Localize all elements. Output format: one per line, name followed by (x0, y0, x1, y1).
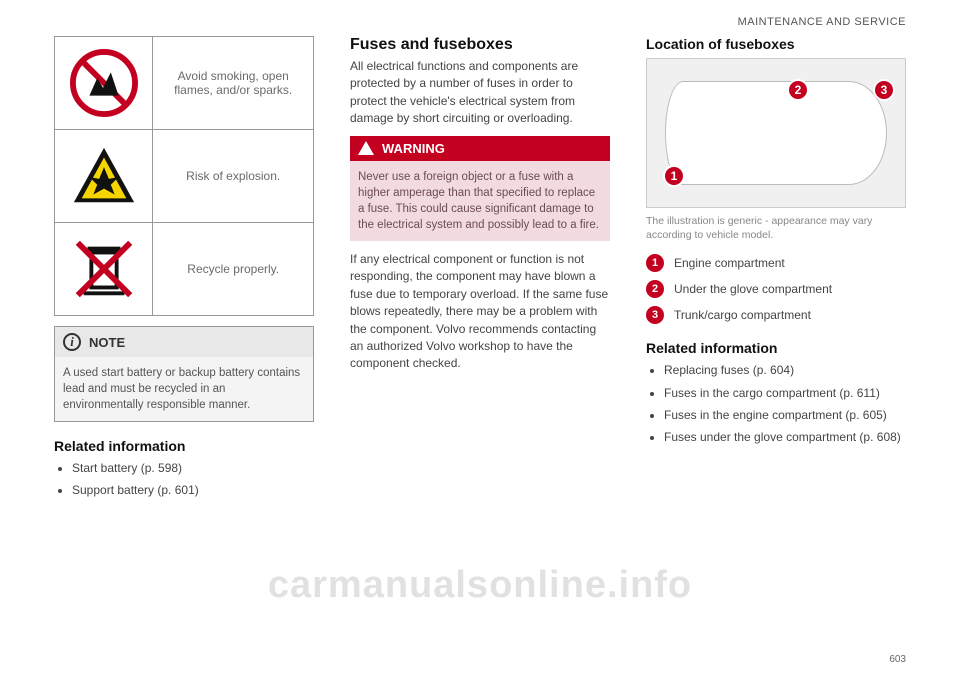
table-row: Recycle properly. (55, 223, 314, 316)
subsection-title: Location of fuseboxes (646, 36, 906, 52)
page-body: Avoid smoking, open flames, and/or spark… (0, 0, 960, 505)
explosion-icon (70, 142, 138, 210)
callout-badge-2: 2 (787, 79, 809, 101)
section-header: MAINTENANCE AND SERVICE (738, 16, 906, 28)
symbol-cell (55, 223, 153, 316)
legend-label: Engine compartment (674, 256, 785, 270)
legend-label: Under the glove compartment (674, 282, 832, 296)
symbol-label: Avoid smoking, open flames, and/or spark… (153, 37, 314, 130)
note-box: i NOTE A used start battery or backup ba… (54, 326, 314, 422)
warning-heading: WARNING (350, 136, 610, 161)
symbol-table: Avoid smoking, open flames, and/or spark… (54, 36, 314, 316)
warning-body: Never use a foreign object or a fuse wit… (350, 161, 610, 241)
list-item: Fuses in the cargo compartment (p. 611) (664, 385, 906, 401)
list-item: Support battery (p. 601) (72, 482, 314, 498)
note-title: NOTE (89, 335, 125, 350)
note-heading: i NOTE (55, 327, 313, 357)
legend-badge: 2 (646, 280, 664, 298)
list-item: Replacing fuses (p. 604) (664, 362, 906, 378)
section-title: Fuses and fuseboxes (350, 36, 610, 54)
column-1: Avoid smoking, open flames, and/or spark… (54, 36, 314, 505)
warning-triangle-icon (358, 141, 374, 155)
body-text: If any electrical component or function … (350, 251, 610, 373)
note-body: A used start battery or backup battery c… (55, 357, 313, 421)
intro-text: All electrical functions and components … (350, 58, 610, 128)
symbol-label: Risk of explosion. (153, 130, 314, 223)
page-number: 603 (889, 654, 906, 665)
no-smoking-flame-icon (70, 49, 138, 117)
watermark: carmanualsonline.info (268, 564, 692, 607)
legend-row: 2 Under the glove compartment (646, 280, 906, 298)
related-info-heading: Related information (54, 438, 314, 454)
illustration-caption: The illustration is generic - appearance… (646, 214, 906, 242)
legend-badge: 1 (646, 254, 664, 272)
table-row: Risk of explosion. (55, 130, 314, 223)
related-list: Replacing fuses (p. 604) Fuses in the ca… (646, 362, 906, 445)
legend-badge: 3 (646, 306, 664, 324)
legend-label: Trunk/cargo compartment (674, 308, 811, 322)
callout-badge-1: 1 (663, 165, 685, 187)
list-item: Fuses in the engine compartment (p. 605) (664, 407, 906, 423)
callout-badge-3: 3 (873, 79, 895, 101)
warning-box: WARNING Never use a foreign object or a … (350, 136, 610, 241)
column-2: Fuses and fuseboxes All electrical funct… (350, 36, 610, 505)
related-list: Start battery (p. 598) Support battery (… (54, 460, 314, 498)
column-3: Location of fuseboxes 1 2 3 The illustra… (646, 36, 906, 505)
related-info-heading: Related information (646, 340, 906, 356)
warning-title: WARNING (382, 141, 445, 156)
symbol-label: Recycle properly. (153, 223, 314, 316)
symbol-cell (55, 37, 153, 130)
list-item: Fuses under the glove compartment (p. 60… (664, 429, 906, 445)
car-outline (665, 81, 887, 185)
no-trash-icon (70, 235, 138, 303)
fusebox-illustration: 1 2 3 (646, 58, 906, 208)
info-icon: i (63, 333, 81, 351)
table-row: Avoid smoking, open flames, and/or spark… (55, 37, 314, 130)
symbol-cell (55, 130, 153, 223)
list-item: Start battery (p. 598) (72, 460, 314, 476)
legend-row: 1 Engine compartment (646, 254, 906, 272)
legend-row: 3 Trunk/cargo compartment (646, 306, 906, 324)
